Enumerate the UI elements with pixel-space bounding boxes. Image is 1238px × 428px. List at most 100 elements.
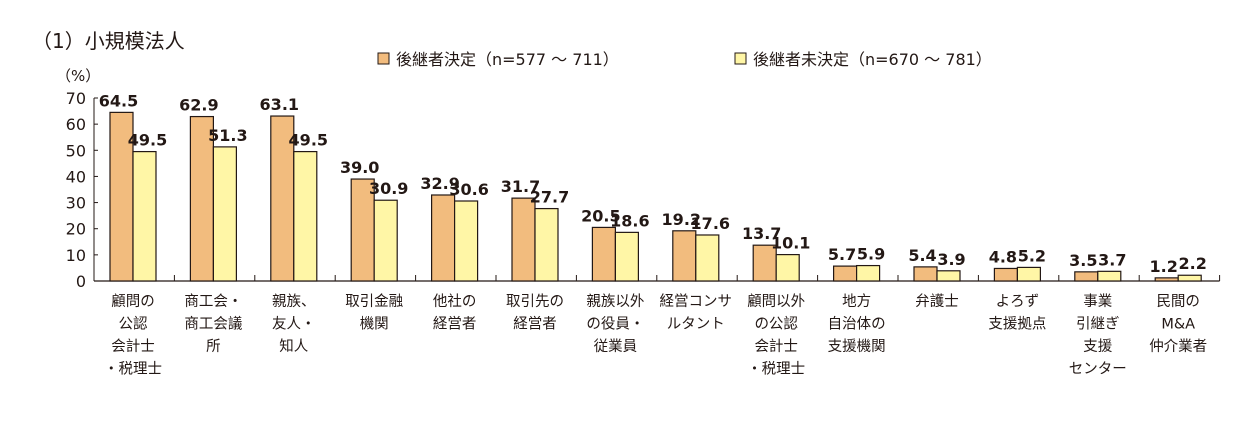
x-tick-label: 支援拠点 xyxy=(988,316,1046,333)
y-tick-label: 40 xyxy=(66,167,86,186)
data-label: 5.2 xyxy=(1018,246,1046,265)
bar-decided xyxy=(913,266,938,282)
x-tick-label: 引継ぎ xyxy=(1076,316,1120,333)
data-label: 13.7 xyxy=(742,224,781,243)
x-tick-label: 顧問以外 xyxy=(747,293,805,310)
data-label: 49.5 xyxy=(289,131,328,150)
x-tick-label: 取引先の xyxy=(506,293,564,310)
bar-undecided xyxy=(614,231,640,282)
x-tick-label: ・税理士 xyxy=(747,361,805,378)
bar-decided xyxy=(431,194,456,282)
x-tick-label: 事業 xyxy=(1083,293,1112,310)
x-tick-label: M&A xyxy=(1161,317,1195,333)
data-label: 64.5 xyxy=(99,91,138,110)
x-tick-label: ・税理士 xyxy=(104,361,162,378)
data-label: 3.7 xyxy=(1098,250,1126,269)
x-tick-label: 親族、 xyxy=(272,293,316,310)
x-tick-label: 経営者 xyxy=(513,316,557,333)
data-label: 2.2 xyxy=(1179,254,1207,273)
x-tick-label: センター xyxy=(1069,361,1127,378)
x-tick-label: 公認 xyxy=(119,316,148,333)
x-tick-label: 会計士 xyxy=(754,338,798,355)
data-label: 30.6 xyxy=(449,180,488,199)
bar-decided xyxy=(1154,277,1179,282)
y-tick-label: 30 xyxy=(66,194,86,213)
x-tick-label: よろず xyxy=(996,293,1040,310)
x-tick-label: の役員・ xyxy=(586,316,644,333)
bar-decided xyxy=(1074,271,1099,282)
x-tick-label: 経営者 xyxy=(433,316,477,333)
x-tick-label: 経営コンサ xyxy=(660,293,733,310)
x-tick-label: 従業員 xyxy=(594,338,638,355)
chart-title: （1）小規模法人 xyxy=(32,29,185,53)
data-label: 49.5 xyxy=(128,131,167,150)
x-tick-label: 民間の xyxy=(1156,294,1200,310)
bar-undecided xyxy=(1016,266,1042,282)
data-label: 31.7 xyxy=(501,177,540,196)
data-label: 5.7 xyxy=(828,245,856,264)
y-tick-label: 0 xyxy=(76,272,86,291)
bar-undecided xyxy=(1177,274,1202,282)
x-tick-label: 知人 xyxy=(279,338,308,355)
bar-decided xyxy=(591,226,617,282)
bar-undecided xyxy=(454,200,479,282)
x-tick-label: 支援機関 xyxy=(828,338,886,355)
bar-undecided xyxy=(936,270,961,282)
legend-swatch xyxy=(377,52,390,65)
data-label: 1.2 xyxy=(1150,257,1178,276)
x-tick-label: 支援 xyxy=(1083,338,1112,355)
bar-undecided xyxy=(132,150,157,282)
data-label: 5.9 xyxy=(857,245,885,264)
x-tick-label: 親族以外 xyxy=(586,293,644,310)
y-tick-label: 60 xyxy=(66,115,86,134)
legend-label: 後継者決定（n=577 ～ 711） xyxy=(396,50,619,69)
x-tick-label: 取引金融 xyxy=(345,293,403,310)
data-label: 27.7 xyxy=(530,188,569,207)
bar-undecided xyxy=(534,207,559,282)
y-tick-label: 70 xyxy=(66,89,86,108)
x-tick-label: 顧問の xyxy=(111,293,155,310)
legend-swatch xyxy=(734,52,747,65)
x-tick-label: 弁護士 xyxy=(915,293,959,310)
x-tick-label: 地方 xyxy=(842,293,871,310)
bars: 64.5 62.9 63.139.032.9 31.720.5 19.213.75.7 5… xyxy=(99,91,1207,282)
data-label: 20.5 xyxy=(581,206,620,225)
bar-undecided xyxy=(212,146,237,282)
bar-undecided xyxy=(695,234,720,282)
x-tick-label: 商工会・ xyxy=(184,293,242,310)
y-tick-label: 20 xyxy=(66,220,86,239)
bar-undecided xyxy=(293,150,318,282)
data-label: 17.6 xyxy=(691,214,730,233)
data-label: 19.2 xyxy=(662,210,701,229)
bar-decided xyxy=(672,230,697,282)
data-label: 5.4 xyxy=(908,246,936,265)
data-label: 39.0 xyxy=(340,158,379,177)
data-label: 62.9 xyxy=(179,96,218,115)
x-tick-label: 機関 xyxy=(360,316,389,333)
legend: 後継者決定（n=577 ～ 711） 後継者未決定（n=670 ～ 781） xyxy=(377,50,992,69)
data-label: 63.1 xyxy=(260,95,299,114)
x-tick-label: 他社の xyxy=(433,293,477,310)
bar-undecided xyxy=(775,253,800,282)
y-axis-label: （%） xyxy=(56,67,100,85)
x-tick-label: 仲介業者 xyxy=(1149,338,1207,355)
x-tick-label: 自治体の xyxy=(828,316,886,333)
bar-undecided xyxy=(1097,270,1122,282)
bar-decided xyxy=(832,265,858,282)
data-label: 30.9 xyxy=(369,179,408,198)
x-tick-label: 友人・ xyxy=(272,316,316,333)
data-label: 3.9 xyxy=(937,250,965,269)
x-tick-label: の公認 xyxy=(754,316,798,333)
data-label: 3.5 xyxy=(1069,251,1097,270)
x-tick-label: 商工会議 xyxy=(184,315,242,333)
data-label: 4.8 xyxy=(989,247,1017,266)
data-label: 32.9 xyxy=(420,174,459,193)
bar-undecided xyxy=(373,199,398,282)
data-label: 10.1 xyxy=(771,234,810,253)
x-tick-label: 所 xyxy=(206,338,221,355)
y-tick-label: 10 xyxy=(66,246,86,265)
y-tick-label: 50 xyxy=(66,141,86,160)
bar-decided xyxy=(993,267,1019,282)
x-tick-label: ルタント xyxy=(667,316,725,333)
